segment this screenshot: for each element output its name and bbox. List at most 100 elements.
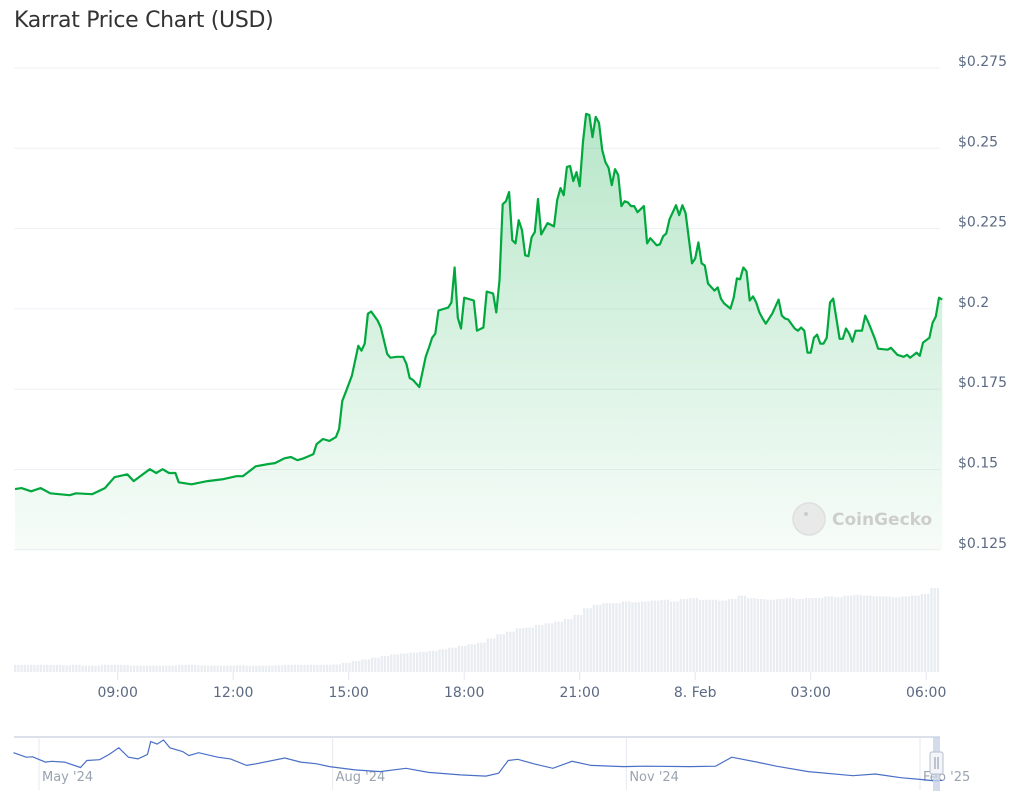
volume-bar (923, 593, 927, 672)
volume-bar (589, 608, 592, 672)
volume-bar (727, 598, 731, 672)
volume-bar (869, 595, 872, 672)
navigator[interactable]: May '24 Aug '24 Nov '24 Feb '25 (13, 736, 971, 791)
volume-bar (817, 598, 821, 672)
y-tick-label: $0.175 (958, 375, 1007, 391)
y-tick-label: $0.225 (958, 215, 1007, 231)
volume-bar (804, 598, 808, 672)
volume-bar (325, 664, 329, 672)
volume-bar (335, 664, 338, 672)
volume-bar (888, 596, 891, 672)
x-tick-label: 21:00 (560, 685, 600, 701)
volume-bar (345, 662, 348, 672)
volume-bar (663, 599, 666, 672)
volume-bar (679, 598, 682, 672)
coingecko-watermark: CoinGecko (792, 502, 932, 536)
volume-bar (113, 664, 116, 672)
volume-bar (293, 664, 297, 672)
volume-bar (477, 642, 480, 672)
volume-bar (30, 664, 33, 672)
volume-bar (821, 598, 824, 672)
volume-bar (833, 597, 837, 672)
navigator-date-dividers: May '24 Aug '24 Nov '24 Feb '25 (38, 737, 970, 790)
volume-bar (554, 621, 557, 672)
volume-bar (277, 665, 280, 672)
y-tick-label: $0.125 (958, 536, 1007, 552)
volume-bar (332, 664, 335, 672)
volume-bar (669, 601, 673, 672)
volume-bar (933, 588, 936, 672)
volume-bar (251, 665, 255, 672)
navigator-date-label: Aug '24 (336, 770, 386, 785)
volume-bar (245, 665, 248, 672)
volume-bar (348, 662, 351, 672)
volume-bar (628, 601, 631, 672)
volume-bar (544, 623, 547, 672)
volume-bar (795, 598, 798, 672)
volume-bar (158, 665, 162, 672)
volume-bar (557, 621, 560, 672)
volume-bar (550, 623, 554, 672)
volume-bar (168, 665, 171, 672)
volume-bar (165, 665, 168, 672)
volume-bar (801, 598, 805, 672)
volume-bar (467, 644, 470, 672)
x-axis: 09:00 12:00 15:00 18:00 21:00 8. Feb 03:00 06:0… (98, 672, 946, 701)
volume-bar (239, 665, 242, 672)
price-area-fill (15, 113, 943, 551)
navigator-line (13, 739, 943, 782)
volume-bar (862, 595, 866, 672)
volume-bar (808, 598, 811, 672)
volume-bar (174, 665, 178, 672)
volume-bar (303, 664, 306, 672)
volume-bar (740, 595, 743, 672)
volume-bar (71, 664, 75, 672)
volume-bar (866, 595, 869, 672)
volume-bar (753, 598, 756, 672)
volume-bar (17, 664, 20, 672)
volume-bar (846, 595, 850, 672)
volume-bar (637, 602, 641, 672)
volume-bar (785, 598, 788, 672)
volume-bar (547, 623, 551, 672)
volume-bar (100, 664, 104, 672)
volume-bar (682, 598, 686, 672)
volume-bar (242, 665, 245, 672)
volume-bar (290, 664, 293, 672)
volume-bar (274, 665, 277, 672)
volume-bar (772, 599, 776, 672)
volume-bar (248, 665, 252, 672)
volume-bar (579, 614, 583, 672)
volume-bar (856, 594, 859, 672)
volume-bar (750, 598, 753, 672)
volume-bar (493, 638, 496, 672)
volume-bar (296, 664, 300, 672)
volume-bar (666, 599, 670, 672)
volume-bar (853, 594, 856, 672)
volume-bar (608, 603, 612, 672)
volume-bar (222, 665, 226, 672)
volume-bar (885, 596, 888, 672)
navigator-handle[interactable] (929, 751, 944, 775)
volume-bar (657, 600, 660, 672)
volume-bar (698, 599, 702, 672)
volume-bar (480, 642, 483, 672)
volume-bar (142, 665, 145, 672)
volume-bar (271, 665, 274, 672)
volume-bar (711, 599, 715, 672)
volume-bar (827, 596, 830, 672)
volume-bar (258, 665, 261, 672)
volume-bar (36, 664, 39, 672)
volume-bar (489, 638, 493, 672)
volume-bar (396, 654, 399, 672)
volume-bar (512, 631, 515, 672)
volume-bar (570, 619, 573, 672)
volume-bar (502, 634, 506, 672)
volume-bar (116, 664, 120, 672)
volume-bar (390, 654, 393, 672)
volume-bar (483, 642, 486, 672)
volume-bar (766, 599, 769, 672)
volume-bar (232, 665, 235, 672)
volume-bar (525, 627, 528, 672)
